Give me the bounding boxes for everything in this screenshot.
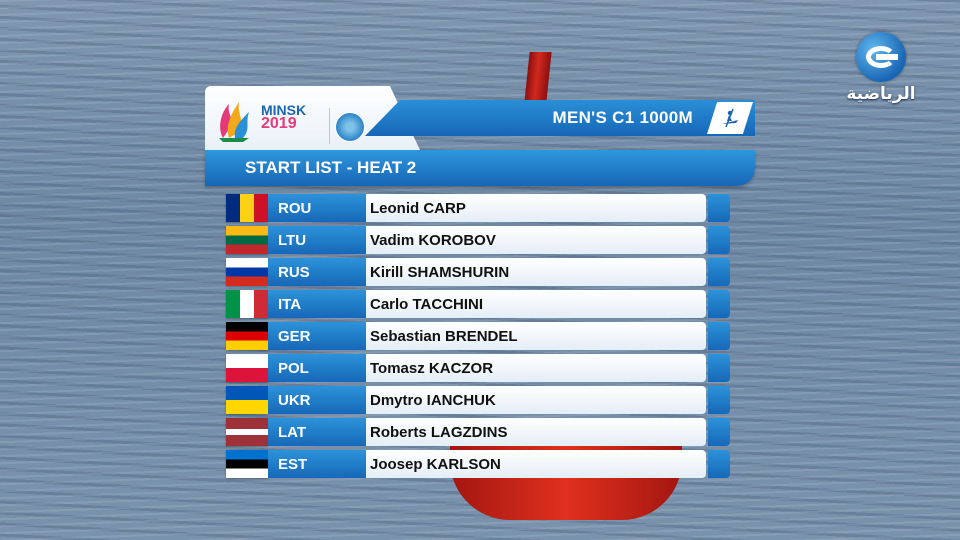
flag-rus-icon	[226, 258, 268, 286]
athlete-name: Sebastian BRENDEL	[370, 328, 518, 345]
start-list-row: LTU2Vadim KOROBOV	[224, 224, 730, 256]
row-end-cap	[708, 258, 730, 286]
nation-code: POL	[278, 360, 309, 377]
start-list-row: RUS3Kirill SHAMSHURIN	[224, 256, 730, 288]
athlete-cell: Kirill SHAMSHURIN	[366, 258, 706, 286]
athlete-name: Leonid CARP	[370, 200, 466, 217]
row-end-cap	[708, 322, 730, 350]
row-end-cap	[708, 290, 730, 318]
start-list-row: EST9Joosep KARLSON	[224, 448, 730, 480]
channel-logo: الرياضية	[846, 32, 916, 110]
row-end-cap	[708, 354, 730, 382]
canoe-badge	[707, 102, 753, 134]
nation-code: RUS	[278, 264, 310, 281]
channel-logo-icon	[856, 32, 906, 82]
athlete-cell: Carlo TACCHINI	[366, 290, 706, 318]
row-end-cap	[708, 194, 730, 222]
start-list-row: ITA4Carlo TACCHINI	[224, 288, 730, 320]
games-emblem-icon	[335, 112, 365, 142]
minsk-logo-year: 2019	[261, 115, 297, 132]
row-end-cap	[708, 386, 730, 414]
start-list-row: POL6Tomasz KACZOR	[224, 352, 730, 384]
flag-ukr-icon	[226, 386, 268, 414]
scoreboard-header: MINSK 2019 MEN'S C1 1000M START LIST - H…	[205, 86, 755, 186]
flag-lat-icon	[226, 418, 268, 446]
start-list: ROU1Leonid CARPLTU2Vadim KOROBOVRUS3Kiri…	[224, 192, 730, 480]
nation-code: LTU	[278, 232, 307, 249]
nation-code: UKR	[278, 392, 311, 409]
start-list-row: LAT8Roberts LAGZDINS	[224, 416, 730, 448]
athlete-name: Tomasz KACZOR	[370, 360, 494, 377]
channel-name: الرياضية	[846, 84, 916, 103]
nation-code: EST	[278, 456, 308, 473]
flag-ger-icon	[226, 322, 268, 350]
athlete-name: Joosep KARLSON	[370, 456, 501, 473]
minsk-logo-text: MINSK 2019	[261, 102, 307, 132]
flag-ltu-icon	[226, 226, 268, 254]
flag-rou-icon	[226, 194, 268, 222]
athlete-cell: Tomasz KACZOR	[366, 354, 706, 382]
start-list-row: GER5Sebastian BRENDEL	[224, 320, 730, 352]
athlete-cell: Leonid CARP	[366, 194, 706, 222]
flag-ita-icon	[226, 290, 268, 318]
minsk-2019-logo: MINSK 2019	[215, 92, 315, 144]
athlete-cell: Sebastian BRENDEL	[366, 322, 706, 350]
flame-icon	[219, 102, 249, 142]
start-list-bar: START LIST - HEAT 2	[205, 150, 755, 186]
event-title: MEN'S C1 1000M	[552, 108, 693, 127]
athlete-cell: Joosep KARLSON	[366, 450, 706, 478]
minsk-logo-name: MINSK	[261, 102, 307, 118]
logo-divider	[329, 108, 330, 144]
athlete-name: Vadim KOROBOV	[370, 232, 496, 249]
start-list-row: ROU1Leonid CARP	[224, 192, 730, 224]
nation-code: ROU	[278, 200, 312, 217]
nation-code: LAT	[278, 424, 307, 441]
row-end-cap	[708, 450, 730, 478]
athlete-name: Dmytro IANCHUK	[370, 392, 496, 409]
athlete-name: Carlo TACCHINI	[370, 296, 484, 313]
start-list-row: UKR7Dmytro IANCHUK	[224, 384, 730, 416]
row-end-cap	[708, 418, 730, 446]
athlete-cell: Vadim KOROBOV	[366, 226, 706, 254]
athlete-cell: Dmytro IANCHUK	[366, 386, 706, 414]
row-end-cap	[708, 226, 730, 254]
flag-pol-icon	[226, 354, 268, 382]
nation-code: ITA	[278, 296, 302, 313]
athlete-name: Roberts LAGZDINS	[370, 424, 508, 441]
canoe-icon	[722, 108, 738, 128]
event-title-bar: MEN'S C1 1000M	[365, 100, 755, 136]
athlete-cell: Roberts LAGZDINS	[366, 418, 706, 446]
start-list-title: START LIST - HEAT 2	[245, 158, 417, 177]
athlete-name: Kirill SHAMSHURIN	[370, 264, 510, 281]
flag-est-icon	[226, 450, 268, 478]
nation-code: GER	[278, 328, 311, 345]
